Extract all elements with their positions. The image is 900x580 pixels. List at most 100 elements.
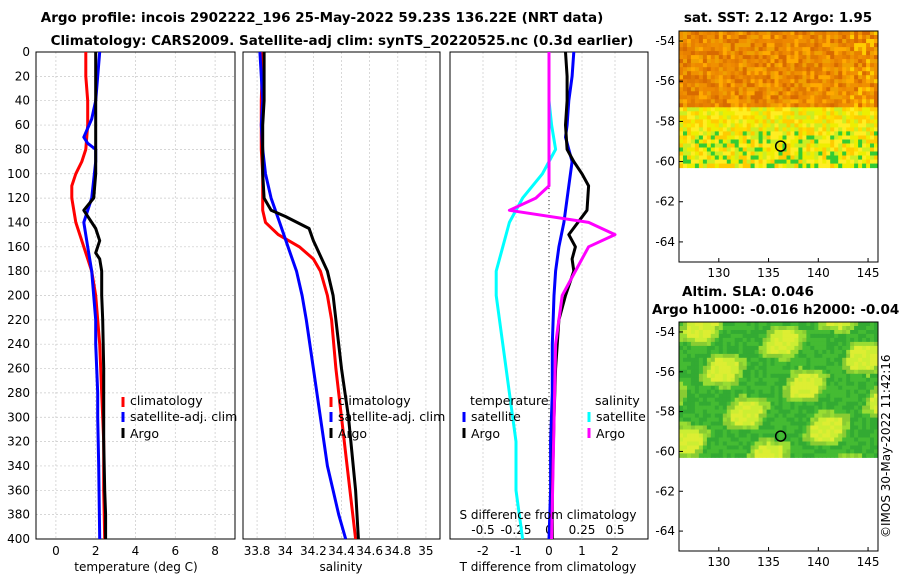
heatmap-cell bbox=[798, 345, 803, 351]
heatmap-cell bbox=[838, 143, 843, 148]
heatmap-cell bbox=[754, 35, 760, 40]
heatmap-cell bbox=[758, 151, 764, 156]
heatmap-cell bbox=[738, 59, 744, 64]
heatmap-cell bbox=[683, 107, 688, 112]
heatmap-cell bbox=[830, 441, 835, 446]
heatmap-cell bbox=[738, 155, 744, 160]
heatmap-cell bbox=[846, 147, 851, 152]
heatmap-cell bbox=[734, 163, 740, 169]
heatmap-cell bbox=[826, 421, 831, 427]
heatmap-cell bbox=[679, 381, 684, 387]
heatmap-cell bbox=[766, 107, 772, 112]
heatmap-cell bbox=[774, 445, 779, 450]
heatmap-cell bbox=[802, 87, 807, 92]
heatmap-cell bbox=[798, 95, 803, 100]
heatmap-cell bbox=[838, 119, 843, 124]
heatmap-cell bbox=[854, 449, 859, 454]
heatmap-cell bbox=[710, 31, 716, 36]
heatmap-cell bbox=[818, 385, 823, 391]
heatmap-cell bbox=[690, 389, 696, 395]
heatmap-cell bbox=[706, 139, 712, 144]
heatmap-cell bbox=[850, 409, 855, 415]
heatmap-cell bbox=[786, 449, 791, 454]
heatmap-cell bbox=[854, 330, 859, 335]
heatmap-cell bbox=[814, 95, 819, 100]
heatmap-cell bbox=[698, 39, 704, 44]
heatmap-cell bbox=[758, 91, 764, 96]
heatmap-cell bbox=[778, 155, 783, 160]
heatmap-cell bbox=[742, 405, 748, 411]
heatmap-cell bbox=[862, 441, 867, 446]
legend-heading-salinity: salinity bbox=[595, 393, 640, 408]
heatmap-cells bbox=[679, 322, 879, 458]
heatmap-cell bbox=[798, 353, 803, 359]
heatmap-cell bbox=[786, 330, 791, 335]
heatmap-cell bbox=[798, 326, 803, 331]
heatmap-cell bbox=[830, 119, 835, 124]
heatmap-cell bbox=[758, 47, 764, 52]
heatmap-cell bbox=[810, 405, 815, 411]
heatmap-cell bbox=[874, 111, 879, 116]
heatmap-cell bbox=[726, 71, 732, 76]
heatmap-cell bbox=[822, 139, 827, 144]
heatmap-cell bbox=[754, 143, 760, 148]
heatmap-cell bbox=[854, 39, 859, 44]
heatmap-cell bbox=[698, 103, 704, 108]
heatmap-cell bbox=[770, 59, 775, 64]
heatmap-cell bbox=[866, 425, 871, 430]
map-x-tick-label: 135 bbox=[757, 266, 780, 280]
heatmap-cell bbox=[854, 357, 859, 363]
heatmap-cell bbox=[786, 31, 791, 36]
heatmap-cell bbox=[734, 99, 740, 104]
heatmap-cell bbox=[698, 111, 704, 116]
heatmap-cell bbox=[806, 433, 811, 438]
map-y-tick-label: -58 bbox=[655, 114, 675, 128]
heatmap-cell bbox=[838, 425, 843, 430]
heatmap-cell bbox=[687, 67, 692, 72]
heatmap-cell bbox=[778, 31, 783, 36]
heatmap-cell bbox=[762, 147, 768, 152]
heatmap-cell bbox=[798, 409, 803, 415]
heatmap-cell bbox=[862, 401, 867, 407]
heatmap-cell bbox=[782, 345, 787, 351]
heatmap-cell bbox=[834, 159, 839, 165]
heatmap-cell bbox=[854, 139, 859, 144]
heatmap-cell bbox=[726, 35, 732, 40]
heatmap-cell bbox=[810, 369, 815, 375]
heatmap-cell bbox=[818, 159, 823, 165]
heatmap-cell bbox=[790, 369, 795, 375]
heatmap-cell bbox=[858, 75, 863, 80]
heatmap-cell bbox=[874, 441, 879, 446]
heatmap-cell bbox=[762, 433, 768, 438]
heatmap-cell bbox=[798, 425, 803, 430]
heatmap-cell bbox=[766, 127, 772, 132]
heatmap-cell bbox=[687, 55, 692, 60]
heatmap-cell bbox=[802, 326, 807, 331]
heatmap-cell bbox=[687, 429, 692, 434]
heatmap-cell bbox=[838, 87, 843, 92]
heatmap-cell bbox=[774, 39, 779, 44]
heatmap-cell bbox=[786, 47, 791, 52]
heatmap-cell bbox=[706, 159, 712, 165]
heatmap-cell bbox=[810, 159, 815, 165]
heatmap-cell bbox=[762, 63, 768, 68]
heatmap-cell bbox=[866, 357, 871, 363]
heatmap-cell bbox=[850, 51, 855, 56]
heatmap-cell bbox=[790, 389, 795, 395]
heatmap-cell bbox=[746, 349, 752, 355]
heatmap-cell bbox=[690, 433, 696, 438]
heatmap-cell bbox=[794, 155, 799, 160]
heatmap-cell bbox=[834, 151, 839, 156]
heatmap-cell bbox=[814, 333, 819, 339]
heatmap-cell bbox=[726, 377, 732, 383]
y-tick-label: 200 bbox=[7, 289, 30, 303]
heatmap-cell bbox=[698, 349, 704, 355]
heatmap-cell bbox=[798, 397, 803, 403]
heatmap-cell bbox=[738, 381, 744, 387]
heatmap-cell bbox=[762, 349, 768, 355]
heatmap-cell bbox=[850, 361, 855, 367]
heatmap-cell bbox=[770, 35, 775, 40]
heatmap-cell bbox=[822, 405, 827, 411]
heatmap-cell bbox=[858, 79, 863, 84]
heatmap-cell bbox=[766, 159, 772, 165]
